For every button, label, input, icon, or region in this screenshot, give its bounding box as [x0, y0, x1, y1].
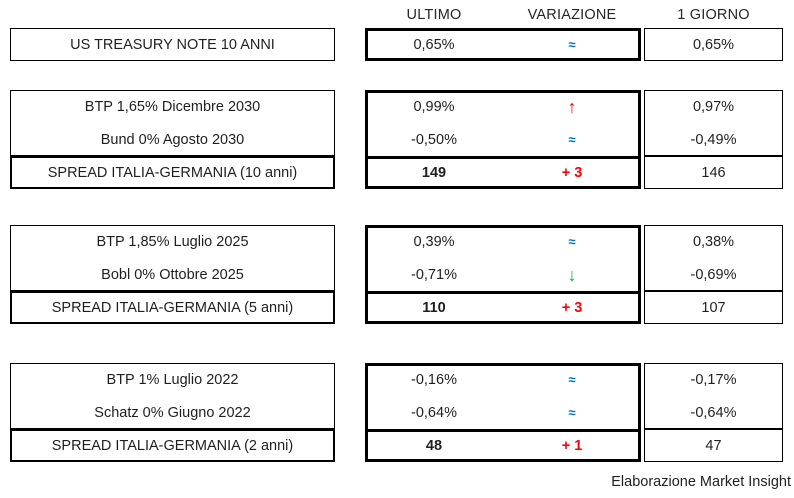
row-label: Bobl 0% Ottobre 2025 [101, 266, 244, 283]
variazione-flat-icon: ≈ [568, 234, 576, 249]
row-label: BTP 1,65% Dicembre 2030 [84, 98, 261, 115]
header-variazione: VARIAZIONE [527, 6, 617, 23]
giorno-box [644, 28, 783, 61]
giorno-value: 0,65% [692, 36, 735, 53]
variazione-flat-icon: ≈ [568, 372, 576, 387]
spread-row-label: SPREAD ITALIA-GERMANIA (10 anni) [47, 164, 298, 181]
giorno-value: -0,64% [690, 404, 737, 421]
variazione-down-arrow-icon: ↓ [567, 264, 577, 285]
center-spread-divider [365, 291, 641, 294]
spread-label-box [10, 429, 335, 462]
ultimo-value: -0,71% [411, 266, 457, 283]
giorno-box [644, 225, 783, 291]
giorno-value: 0,97% [692, 98, 735, 115]
spread-ultimo-value: 110 [422, 299, 446, 316]
spread-ultimo-value: 48 [425, 437, 443, 454]
ultimo-value: 0,39% [413, 233, 455, 250]
giorno-spread-box [644, 291, 783, 324]
row-label: Bund 0% Agosto 2030 [100, 131, 245, 148]
label-box [10, 363, 335, 429]
ultimo-value: -0,64% [411, 404, 457, 421]
block-2-anni: BTP 1% Luglio 2022 -0,16% ≈ -0,17% Schat… [0, 363, 794, 462]
spread-giorno-value: 146 [701, 164, 726, 181]
center-spread-divider [365, 156, 641, 159]
ultimo-value: 0,65% [413, 36, 455, 53]
giorno-value: -0,69% [690, 266, 737, 283]
variazione-flat-icon: ≈ [568, 405, 576, 420]
label-box [10, 90, 335, 156]
row-label: BTP 1,85% Luglio 2025 [96, 233, 249, 250]
spread-label-box [10, 291, 335, 324]
row-label: BTP 1% Luglio 2022 [106, 371, 239, 388]
center-box [365, 90, 641, 189]
center-spread-divider [365, 429, 641, 432]
giorno-box [644, 363, 783, 429]
spread-change-value: + 1 [561, 437, 583, 454]
block-us-treasury: US TREASURY NOTE 10 ANNI 0,65% ≈ 0,65% [0, 28, 794, 61]
giorno-value: 0,38% [692, 233, 735, 250]
spread-giorno-value: 47 [705, 437, 722, 454]
row-label: Schatz 0% Giugno 2022 [94, 404, 251, 421]
giorno-box [644, 90, 783, 156]
spread-ultimo-value: 149 [421, 164, 447, 181]
variazione-flat-icon: ≈ [568, 132, 576, 147]
spread-giorno-value: 107 [701, 299, 726, 316]
ultimo-value: -0,50% [411, 131, 457, 148]
header-1-giorno: 1 GIORNO [677, 6, 750, 23]
label-box [10, 225, 335, 291]
variazione-flat-icon: ≈ [568, 37, 576, 52]
block-10-anni: BTP 1,65% Dicembre 2030 0,99% ↑ 0,97% Bu… [0, 90, 794, 189]
block-5-anni: BTP 1,85% Luglio 2025 0,39% ≈ 0,38% Bobl… [0, 225, 794, 324]
giorno-value: -0,17% [690, 371, 737, 388]
row-label: US TREASURY NOTE 10 ANNI [70, 36, 275, 53]
label-box [10, 28, 335, 61]
giorno-spread-box [644, 156, 783, 189]
spread-label-box [10, 156, 335, 189]
giorno-value: -0,49% [690, 131, 737, 148]
spread-change-value: + 3 [561, 299, 583, 316]
header-ultimo: ULTIMO [406, 6, 462, 23]
variazione-up-arrow-icon: ↑ [567, 96, 577, 117]
spread-row-label: SPREAD ITALIA-GERMANIA (5 anni) [51, 299, 294, 316]
spread-change-value: + 3 [561, 164, 583, 181]
center-box [365, 225, 641, 324]
ultimo-value: -0,16% [411, 371, 457, 388]
source-credit: Elaborazione Market Insight [611, 474, 791, 490]
giorno-spread-box [644, 429, 783, 462]
center-box [365, 363, 641, 462]
center-box [365, 28, 641, 61]
spread-row-label: SPREAD ITALIA-GERMANIA (2 anni) [51, 437, 294, 454]
ultimo-value: 0,99% [413, 98, 455, 115]
